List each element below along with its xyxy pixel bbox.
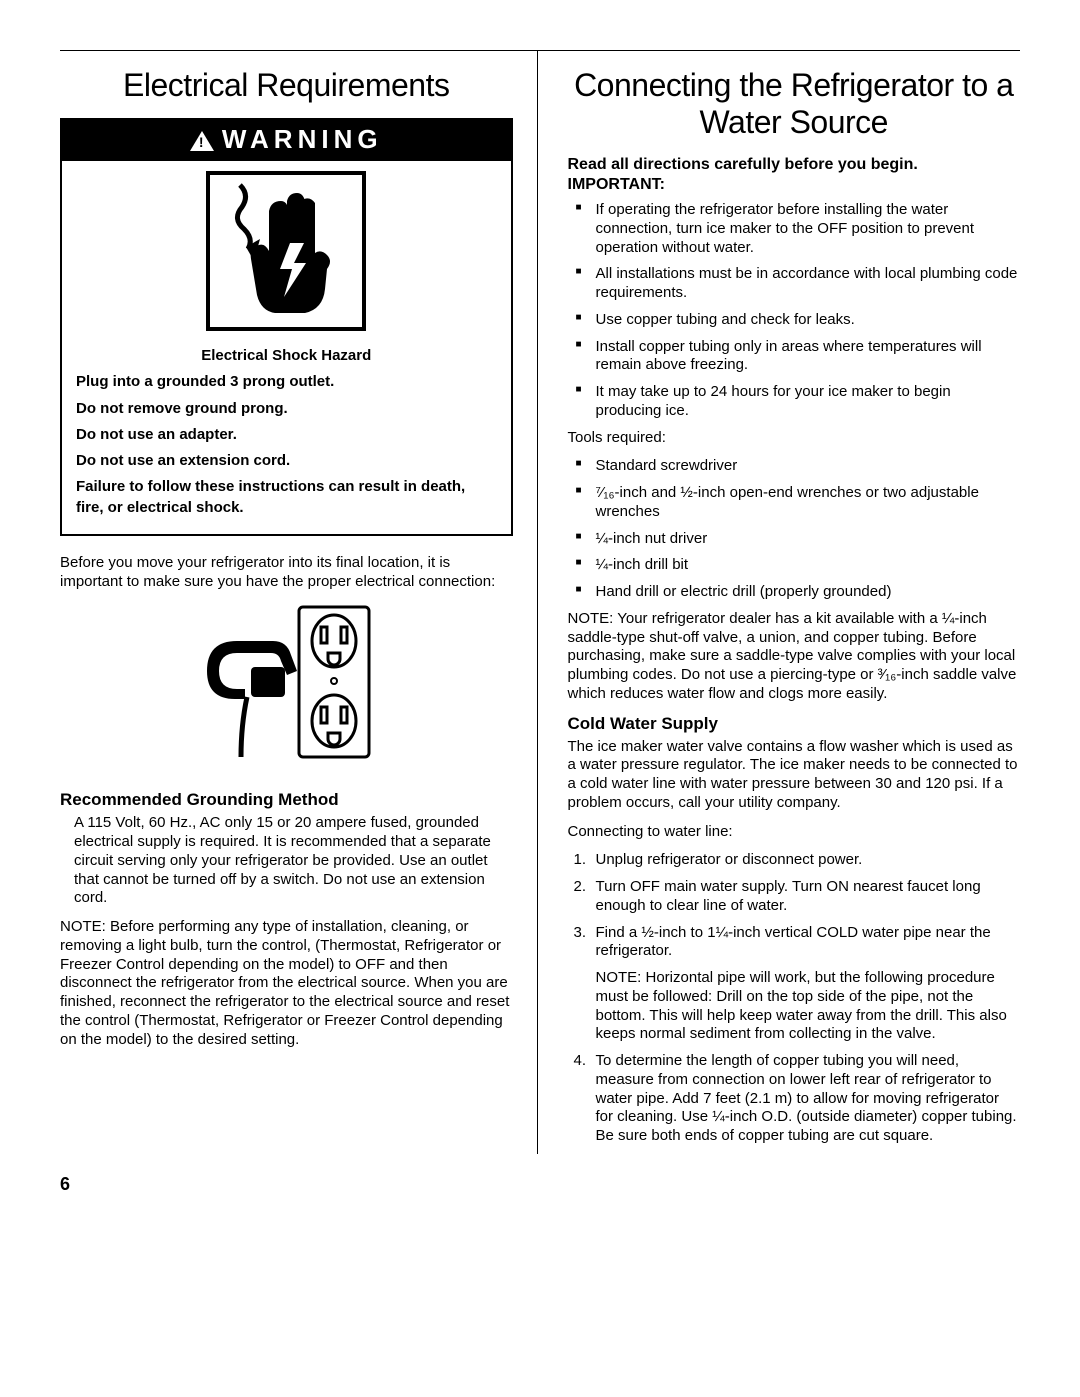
grounding-note: NOTE: Before performing any type of inst…: [60, 918, 513, 1049]
list-item: ⁷⁄₁₆-inch and ½-inch open-end wrenches o…: [568, 484, 1021, 522]
list-item: If operating the refrigerator before ins…: [568, 201, 1021, 257]
two-column-layout: Electrical Requirements WARNING: [60, 51, 1020, 1154]
dealer-note: NOTE: Your refrigerator dealer has a kit…: [568, 610, 1021, 704]
cold-water-paragraph: The ice maker water valve contains a flo…: [568, 738, 1021, 813]
tools-list: Standard screwdriver ⁷⁄₁₆-inch and ½-inc…: [568, 457, 1021, 602]
read-first-text: Read all directions carefully before you…: [568, 156, 918, 173]
hazard-line: Electrical Shock Hazard: [76, 346, 497, 366]
list-item: Use copper tubing and check for leaks.: [568, 311, 1021, 330]
left-column: Electrical Requirements WARNING: [60, 51, 538, 1154]
read-first-heading: Read all directions carefully before you…: [568, 155, 1021, 195]
warning-box: WARNING Electrical Shock Haz: [60, 118, 513, 536]
grounding-paragraph: A 115 Volt, 60 Hz., AC only 15 or 20 amp…: [60, 814, 513, 908]
important-bullets: If operating the refrigerator before ins…: [568, 201, 1021, 421]
outlet-illustration: [60, 601, 513, 776]
hazard-line: Plug into a grounded 3 prong outlet.: [76, 372, 497, 392]
step-text: Unplug refrigerator or disconnect power.: [596, 851, 863, 868]
list-item: It may take up to 24 hours for your ice …: [568, 383, 1021, 421]
hazard-line: Failure to follow these instructions can…: [76, 477, 497, 518]
hazard-line: Do not use an extension cord.: [76, 451, 497, 471]
step-text: Turn OFF main water supply. Turn ON near…: [596, 878, 981, 914]
list-item: Turn OFF main water supply. Turn ON near…: [568, 878, 1021, 916]
list-item: ¼-inch nut driver: [568, 530, 1021, 549]
warning-triangle-icon: [190, 131, 214, 151]
water-source-title: Connecting the Refrigerator to a Water S…: [568, 67, 1021, 141]
list-item: Find a ½-inch to 1¼-inch vertical COLD w…: [568, 924, 1021, 1045]
electrical-requirements-title: Electrical Requirements: [60, 67, 513, 104]
intro-paragraph: Before you move your refrigerator into i…: [60, 554, 513, 592]
manual-page: Electrical Requirements WARNING: [60, 50, 1020, 1195]
page-number: 6: [60, 1174, 1020, 1195]
hazard-line: Do not remove ground prong.: [76, 399, 497, 419]
tools-label: Tools required:: [568, 429, 1021, 448]
hazard-text: Electrical Shock Hazard Plug into a grou…: [62, 346, 511, 518]
important-label: IMPORTANT:: [568, 176, 665, 193]
step-text: Find a ½-inch to 1¼-inch vertical COLD w…: [596, 924, 991, 960]
connecting-label: Connecting to water line:: [568, 823, 1021, 842]
list-item: To determine the length of copper tubing…: [568, 1052, 1021, 1146]
step-subnote: NOTE: Horizontal pipe will work, but the…: [596, 969, 1021, 1044]
step-text: To determine the length of copper tubing…: [596, 1052, 1017, 1144]
list-item: ¼-inch drill bit: [568, 556, 1021, 575]
warning-banner-text: WARNING: [222, 124, 383, 155]
list-item: Unplug refrigerator or disconnect power.: [568, 851, 1021, 870]
grounding-heading: Recommended Grounding Method: [60, 790, 513, 810]
list-item: Install copper tubing only in areas wher…: [568, 338, 1021, 376]
list-item: Hand drill or electric drill (properly g…: [568, 583, 1021, 602]
connecting-steps: Unplug refrigerator or disconnect power.…: [568, 851, 1021, 1146]
shock-hazard-icon: [62, 161, 511, 346]
hazard-line: Do not use an adapter.: [76, 425, 497, 445]
right-column: Connecting the Refrigerator to a Water S…: [568, 51, 1021, 1154]
list-item: All installations must be in accordance …: [568, 265, 1021, 303]
warning-banner: WARNING: [62, 120, 511, 161]
list-item: Standard screwdriver: [568, 457, 1021, 476]
cold-water-heading: Cold Water Supply: [568, 714, 1021, 734]
